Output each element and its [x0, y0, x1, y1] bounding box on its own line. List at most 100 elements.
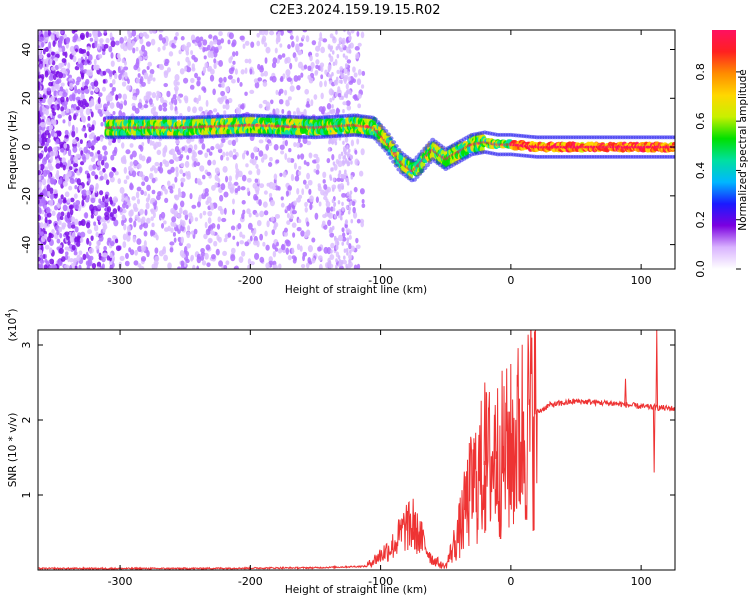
noise-speck: [136, 34, 140, 41]
noise-speck: [146, 94, 150, 100]
noise-speck: [206, 262, 211, 268]
noise-speck: [87, 229, 93, 235]
noise-speck: [341, 241, 345, 246]
noise-speck: [286, 157, 292, 163]
noise-speck: [348, 243, 352, 250]
noise-speck: [354, 46, 360, 51]
noise-speck: [153, 202, 157, 210]
noise-speck: [185, 258, 190, 264]
noise-speck: [42, 157, 47, 165]
noise-speck: [111, 234, 117, 240]
noise-speck: [223, 76, 227, 83]
noise-speck: [94, 186, 98, 194]
noise-speck: [97, 150, 101, 155]
noise-speck: [292, 232, 296, 238]
noise-speck: [162, 150, 166, 158]
noise-speck: [128, 210, 134, 218]
noise-speck: [118, 103, 124, 110]
noise-speck: [50, 66, 56, 71]
noise-speck: [273, 222, 279, 228]
noise-speck: [350, 245, 355, 252]
noise-speck: [190, 50, 194, 55]
noise-speck: [143, 240, 147, 248]
noise-speck: [274, 108, 280, 115]
noise-speck: [196, 80, 201, 87]
noise-speck: [97, 96, 101, 105]
noise-speck: [270, 216, 275, 222]
noise-speck: [198, 106, 204, 112]
noise-speck: [101, 86, 106, 92]
noise-speck: [298, 42, 304, 47]
noise-speck: [160, 222, 165, 229]
noise-speck: [286, 77, 292, 82]
noise-speck: [305, 35, 310, 43]
noise-speck: [39, 60, 43, 66]
noise-speck: [139, 76, 144, 84]
noise-speck: [78, 264, 82, 269]
noise-speck: [59, 216, 64, 221]
noise-speck: [162, 107, 168, 112]
noise-speck: [356, 263, 361, 269]
noise-speck: [61, 45, 66, 53]
noise-speck: [217, 236, 222, 243]
noise-speck: [150, 197, 156, 203]
noise-speck: [85, 221, 91, 229]
noise-speck: [115, 245, 121, 252]
noise-speck: [228, 57, 232, 64]
noise-speck: [349, 249, 352, 255]
noise-speck: [218, 31, 223, 37]
noise-speck: [339, 66, 344, 71]
noise-speck: [278, 88, 284, 94]
noise-speck: [45, 117, 51, 126]
noise-speck: [198, 194, 202, 200]
noise-speck: [49, 150, 55, 157]
noise-speck: [361, 70, 366, 77]
noise-speck: [163, 254, 169, 262]
noise-speck: [133, 260, 139, 266]
noise-speck: [327, 147, 331, 152]
noise-speck: [140, 255, 147, 262]
noise-speck: [351, 200, 356, 207]
noise-speck: [52, 189, 58, 195]
noise-speck: [197, 150, 203, 155]
noise-speck: [77, 232, 82, 237]
noise-speck: [354, 149, 358, 155]
noise-speck: [183, 261, 187, 268]
carrier-halo: [375, 120, 381, 125]
noise-speck: [333, 163, 338, 171]
noise-speck: [67, 159, 72, 166]
noise-speck: [112, 168, 117, 173]
noise-speck: [147, 193, 151, 201]
noise-speck: [352, 66, 356, 73]
noise-speck: [71, 244, 76, 251]
noise-speck: [329, 254, 335, 261]
noise-speck: [297, 219, 302, 224]
noise-speck: [83, 85, 89, 90]
noise-speck: [119, 36, 124, 45]
noise-speck: [91, 171, 96, 176]
noise-speck: [341, 43, 345, 48]
noise-speck: [249, 235, 253, 242]
noise-speck: [334, 214, 337, 219]
noise-speck: [262, 241, 266, 247]
noise-speck: [102, 51, 106, 56]
spectrogram-marks: [38, 30, 675, 269]
noise-speck: [103, 245, 107, 251]
noise-speck: [174, 194, 180, 201]
noise-speck: [180, 177, 186, 183]
noise-speck: [262, 201, 268, 208]
noise-speck: [196, 97, 199, 105]
noise-speck: [265, 244, 270, 251]
noise-speck: [335, 264, 338, 269]
noise-speck: [159, 63, 164, 69]
noise-speck: [244, 67, 248, 74]
noise-speck: [323, 183, 328, 190]
noise-speck: [150, 38, 156, 46]
noise-speck: [156, 90, 160, 96]
noise-speck: [343, 30, 346, 33]
noise-speck: [335, 210, 340, 217]
noise-speck: [258, 103, 263, 109]
noise-speck: [70, 154, 74, 162]
noise-speck: [317, 255, 323, 261]
noise-speck: [247, 222, 253, 230]
